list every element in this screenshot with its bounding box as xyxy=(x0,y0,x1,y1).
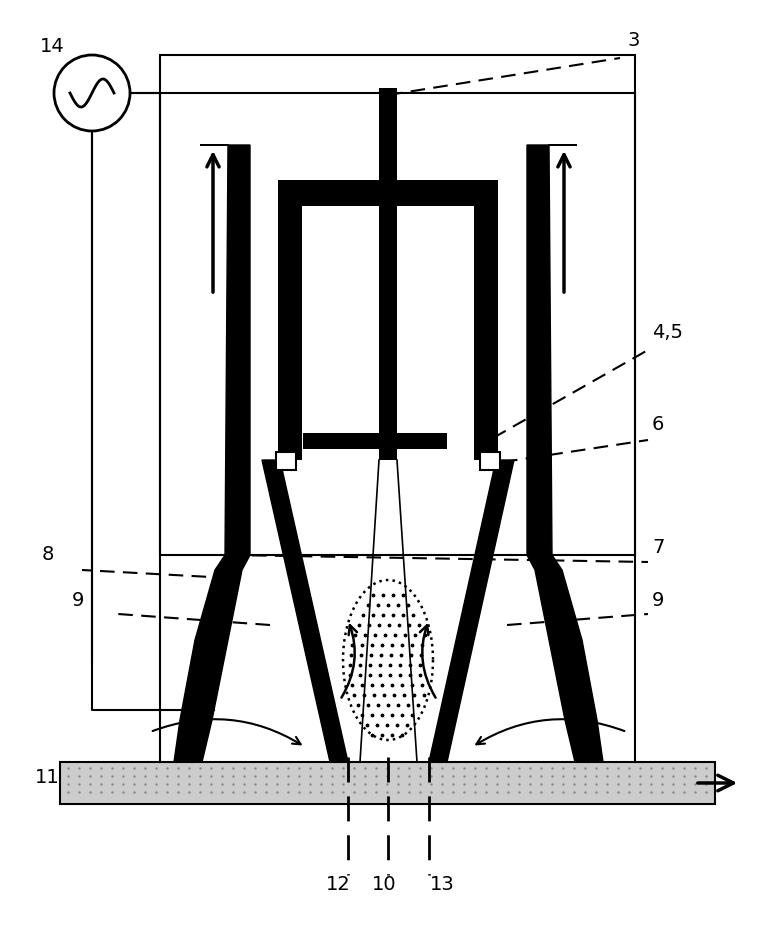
Bar xyxy=(302,206,474,460)
Bar xyxy=(377,206,456,460)
Text: 3: 3 xyxy=(628,31,640,50)
Text: 13: 13 xyxy=(430,875,455,894)
Bar xyxy=(474,180,498,460)
Text: 9: 9 xyxy=(652,591,664,610)
Text: 7: 7 xyxy=(652,538,664,557)
Text: 4,5: 4,5 xyxy=(652,323,683,342)
Bar xyxy=(276,452,296,470)
Text: 8: 8 xyxy=(42,545,54,564)
Text: 14: 14 xyxy=(40,37,64,56)
Bar xyxy=(397,206,474,460)
Text: 6: 6 xyxy=(652,415,664,434)
Polygon shape xyxy=(429,460,514,762)
Bar xyxy=(160,55,635,555)
Bar xyxy=(278,180,498,206)
Polygon shape xyxy=(174,145,250,762)
Bar xyxy=(480,452,500,470)
Bar xyxy=(349,433,409,449)
Bar xyxy=(60,762,715,804)
Text: 10: 10 xyxy=(372,875,396,894)
Bar xyxy=(278,180,302,460)
Bar xyxy=(303,433,358,449)
Polygon shape xyxy=(262,460,348,762)
Polygon shape xyxy=(527,145,603,762)
Bar xyxy=(379,88,397,460)
Text: 9: 9 xyxy=(72,591,85,610)
Circle shape xyxy=(54,55,130,131)
Text: 11: 11 xyxy=(35,768,60,787)
Text: 12: 12 xyxy=(326,875,350,894)
Bar xyxy=(392,433,447,449)
